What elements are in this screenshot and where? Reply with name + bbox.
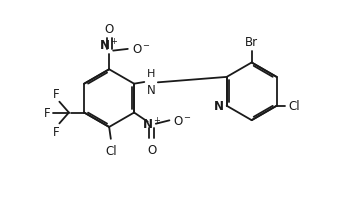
Text: N$^+$: N$^+$ xyxy=(99,38,119,53)
Text: O$^-$: O$^-$ xyxy=(173,114,192,127)
Text: N: N xyxy=(147,84,155,96)
Text: F: F xyxy=(44,106,50,120)
Text: Cl: Cl xyxy=(289,100,301,113)
Text: N: N xyxy=(214,100,224,113)
Text: O$^-$: O$^-$ xyxy=(132,43,151,56)
Text: Br: Br xyxy=(245,36,258,49)
Text: N$^+$: N$^+$ xyxy=(142,117,161,132)
Text: O: O xyxy=(147,143,156,156)
Text: O: O xyxy=(104,22,114,35)
Text: H: H xyxy=(147,69,155,79)
Text: F: F xyxy=(53,126,60,139)
Text: Cl: Cl xyxy=(105,144,116,157)
Text: F: F xyxy=(53,87,60,100)
